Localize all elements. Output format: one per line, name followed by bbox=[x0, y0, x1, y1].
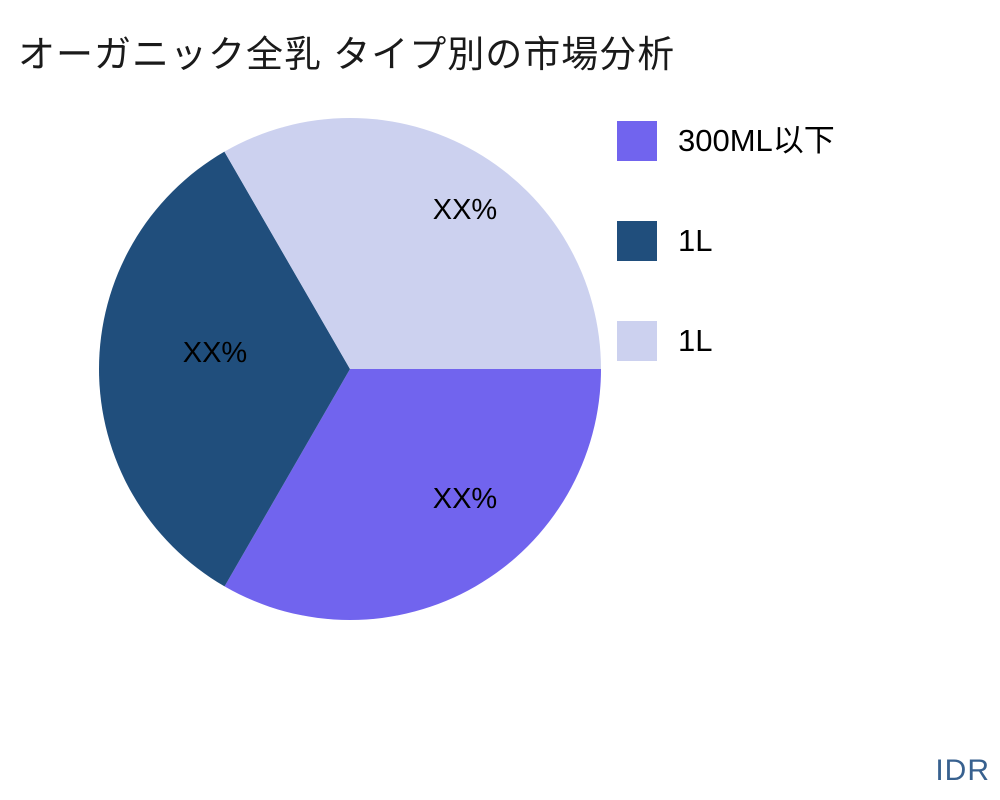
legend-label-300ml: 300ML以下 bbox=[678, 123, 835, 158]
chart-title: オーガニック全乳 タイプ別の市場分析 bbox=[18, 34, 676, 75]
legend-item-1l-dark: 1L bbox=[617, 221, 712, 261]
legend-item-1l-light: 1L bbox=[617, 321, 712, 361]
currency-label: IDR bbox=[935, 754, 990, 787]
legend-swatch-1l-light bbox=[617, 321, 657, 361]
legend-swatch-1l-dark bbox=[617, 221, 657, 261]
legend-label-1l-dark: 1L bbox=[678, 223, 713, 258]
pie-slice-pct-label-1: XX% bbox=[183, 337, 247, 369]
pie-slice-0 bbox=[224, 369, 602, 620]
pie-slice-pct-label-2: XX% bbox=[433, 194, 497, 226]
legend-label-1l-light: 1L bbox=[678, 323, 713, 358]
pie-slice-pct-label-0: XX% bbox=[433, 483, 497, 515]
legend-swatch-300ml bbox=[617, 121, 657, 161]
legend-item-300ml: 300ML以下 bbox=[617, 121, 835, 161]
pie-slice-2 bbox=[224, 118, 601, 369]
pie-slice-1 bbox=[99, 151, 350, 587]
